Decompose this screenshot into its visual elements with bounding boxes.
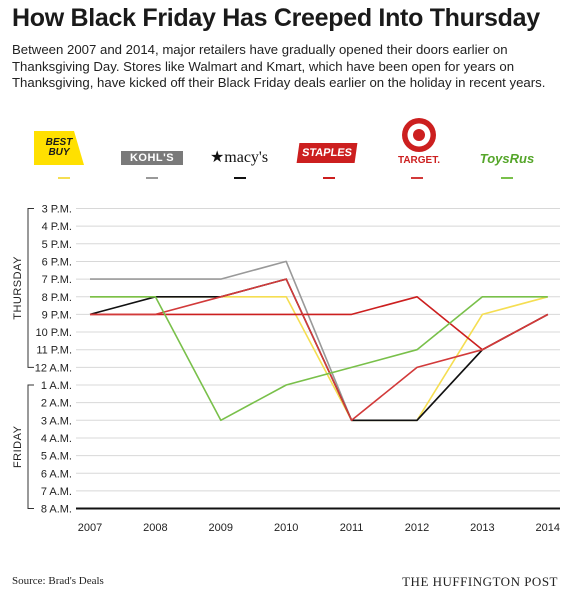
y-tick-label: 9 P.M. bbox=[42, 309, 72, 321]
macys-logo-text: ★macy's bbox=[209, 149, 269, 166]
y-tick-label: 11 P.M. bbox=[36, 345, 72, 357]
series-line-best-buy bbox=[90, 296, 549, 422]
x-tick-label: 2007 bbox=[78, 522, 102, 534]
series-line-staples bbox=[90, 296, 549, 351]
target-logo: TARGET. bbox=[395, 117, 443, 173]
chart-title: How Black Friday Has Creeped Into Thursd… bbox=[12, 4, 540, 32]
chart-subtitle: Between 2007 and 2014, major retailers h… bbox=[12, 42, 546, 91]
kohls-logo: KOHL'S bbox=[121, 151, 183, 165]
legend-swatch-target bbox=[411, 177, 423, 179]
macys-logo: ★macy's bbox=[203, 147, 275, 167]
y-tick-label: 2 A.M. bbox=[41, 398, 72, 410]
y-tick-label: 8 A.M. bbox=[41, 504, 72, 516]
x-tick-label: 2008 bbox=[143, 522, 167, 534]
thursday-group-label: THURSDAY bbox=[12, 256, 24, 320]
friday-group-label: FRIDAY bbox=[12, 425, 24, 468]
y-tick-label: 6 P.M. bbox=[42, 256, 72, 268]
thursday-group-bracket bbox=[27, 208, 34, 368]
legend-swatch-bestbuy bbox=[58, 177, 70, 179]
bestbuy-logo: BEST BUY bbox=[34, 131, 84, 165]
source-note: Source: Brad's Deals bbox=[12, 575, 104, 587]
y-tick-label: 5 P.M. bbox=[42, 239, 72, 251]
x-tick-label: 2014 bbox=[536, 522, 560, 534]
y-tick-label: 7 A.M. bbox=[41, 486, 72, 498]
x-tick-label: 2010 bbox=[274, 522, 298, 534]
y-tick-label: 7 P.M. bbox=[42, 274, 72, 286]
kohls-logo-text: KOHL'S bbox=[129, 152, 175, 164]
y-tick-label: 3 P.M. bbox=[42, 204, 72, 216]
x-tick-label: 2013 bbox=[470, 522, 494, 534]
y-tick-label: 4 A.M. bbox=[41, 433, 72, 445]
toysrus-logo-text: ToysRus bbox=[479, 150, 535, 166]
target-bullseye-icon bbox=[402, 118, 436, 152]
y-tick-label: 3 A.M. bbox=[41, 415, 72, 427]
x-tick-label: 2011 bbox=[340, 522, 364, 534]
y-tick-label: 6 A.M. bbox=[41, 468, 72, 480]
y-tick-label: 8 P.M. bbox=[42, 292, 72, 304]
y-tick-label: 4 P.M. bbox=[42, 221, 72, 233]
y-tick-label: 10 P.M. bbox=[36, 327, 73, 339]
legend-swatch-staples bbox=[323, 177, 335, 179]
x-tick-label: 2009 bbox=[209, 522, 233, 534]
target-logo-text: TARGET. bbox=[397, 155, 441, 166]
y-tick-label: 12 A.M. bbox=[35, 362, 72, 374]
bestbuy-logo-text: BEST BUY bbox=[45, 137, 73, 158]
series-line-target bbox=[90, 278, 549, 422]
friday-group-bracket bbox=[27, 384, 34, 510]
legend-swatch-macys bbox=[234, 177, 246, 179]
legend-swatch-kohls bbox=[146, 177, 158, 179]
y-tick-label: 5 A.M. bbox=[41, 451, 72, 463]
series-line-kohl-s bbox=[90, 260, 549, 422]
publisher-brand: THE HUFFINGTON POST bbox=[402, 574, 558, 589]
series-line-toysrus bbox=[90, 296, 548, 422]
y-tick-label: 1 A.M. bbox=[41, 380, 72, 392]
legend-swatch-toysrus bbox=[501, 177, 513, 179]
toysrus-logo: ToysRus bbox=[472, 148, 542, 168]
x-tick-label: 2012 bbox=[405, 522, 429, 534]
